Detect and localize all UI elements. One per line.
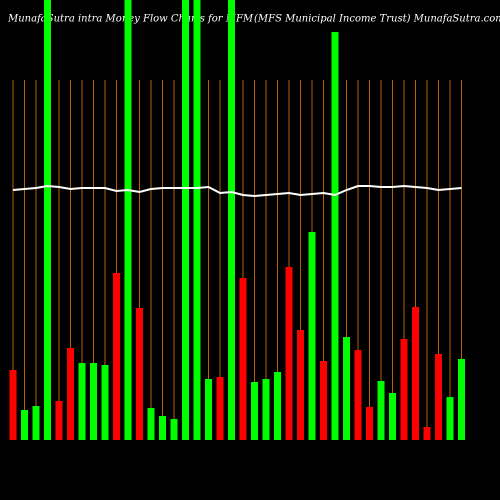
- bar: [90, 363, 97, 440]
- bar: [55, 401, 63, 440]
- bar: [354, 350, 362, 440]
- bar: [423, 427, 431, 440]
- bar: [9, 370, 17, 440]
- bar: [113, 273, 120, 440]
- bar: [101, 365, 109, 440]
- bar: [239, 278, 247, 440]
- bar: [159, 416, 166, 440]
- bar: [251, 382, 258, 440]
- bar: [205, 379, 212, 440]
- bar: [458, 359, 465, 440]
- bar: [216, 377, 224, 440]
- bar: [193, 0, 201, 440]
- bar: [366, 407, 373, 440]
- line: [12, 184, 462, 198]
- bar: [389, 393, 396, 440]
- bar: [21, 410, 28, 440]
- bar: [297, 330, 304, 440]
- bar: [320, 361, 327, 440]
- chart-subtitle: (MFS Municipal Income Trust) MunafaSutra…: [254, 14, 500, 25]
- bar: [182, 0, 189, 440]
- bar: [331, 32, 339, 440]
- bar: [446, 397, 454, 440]
- bar: [285, 267, 293, 440]
- bar: [32, 406, 40, 440]
- bar: [400, 339, 408, 440]
- bar: [308, 232, 316, 440]
- bar: [147, 408, 155, 440]
- bar: [228, 0, 235, 440]
- bar: [170, 419, 178, 440]
- bar: [274, 372, 281, 440]
- bar: [377, 381, 385, 440]
- bar: [343, 337, 350, 440]
- bar: [136, 308, 143, 440]
- bar: [124, 0, 132, 440]
- bar: [67, 348, 74, 440]
- bar: [44, 0, 51, 440]
- bar: [78, 363, 86, 440]
- bar: [412, 307, 419, 440]
- bar: [262, 379, 270, 440]
- bar: [435, 354, 442, 440]
